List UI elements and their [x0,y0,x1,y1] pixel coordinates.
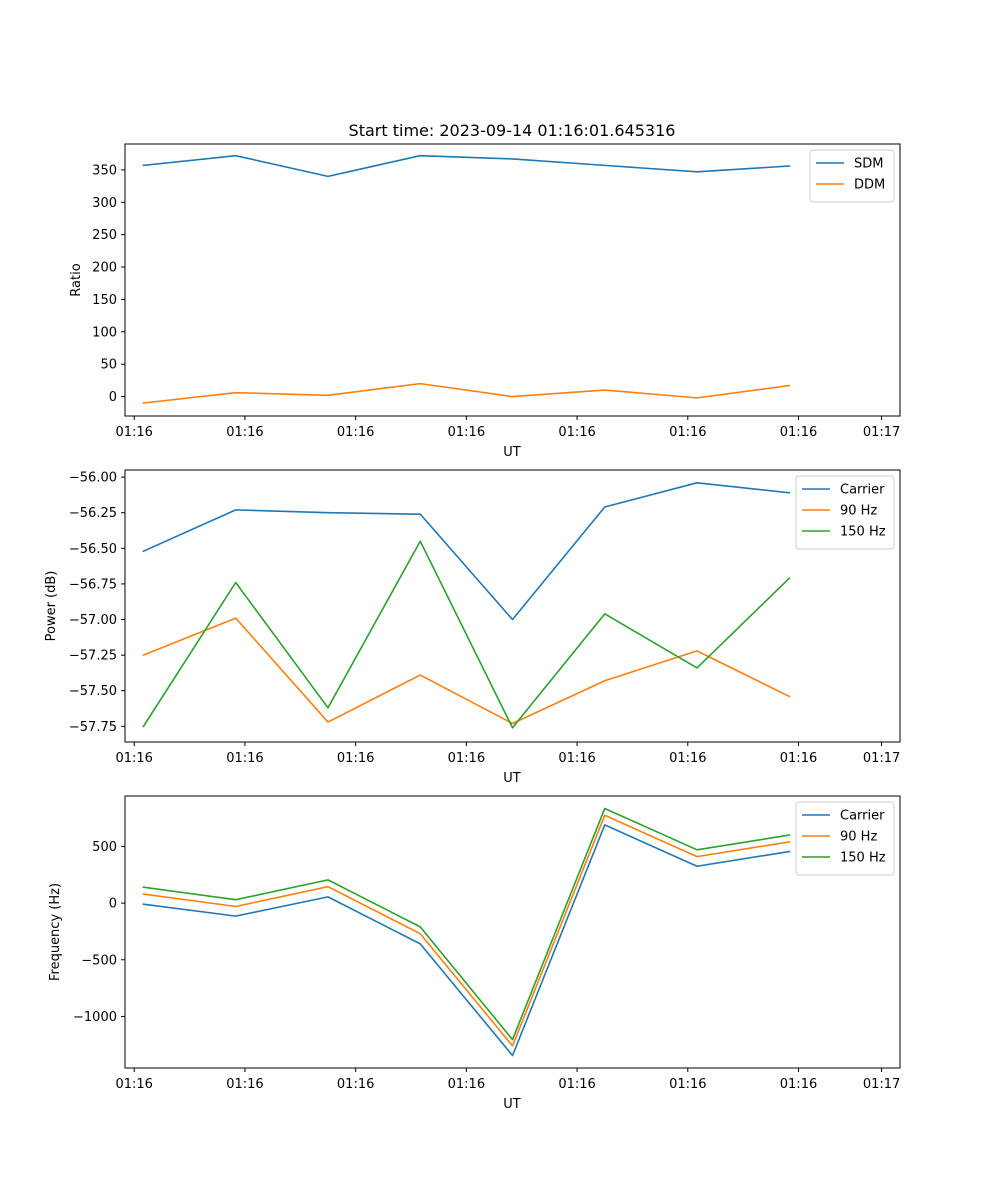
series-line-90-hz [142,814,791,1047]
x-tick-label: 01:16 [780,425,817,440]
y-tick-label: 300 [92,196,117,211]
x-tick-label: 01:16 [226,1077,263,1092]
x-tick-label: 01:16 [448,1077,485,1092]
x-tick-label: 01:16 [780,1077,817,1092]
x-tick-label: 01:17 [863,425,900,440]
legend-label: DDM [854,178,885,193]
x-tick-label: 01:16 [115,751,152,766]
y-tick-label: 150 [92,293,117,308]
y-axis-label: Ratio [69,263,84,296]
axes-frame [124,469,901,743]
legend: SDM DDM [809,149,895,203]
y-tick-label: 350 [92,163,117,178]
panel-frequency: UT Frequency (Hz) 01:16 01:16 01:16 01:16 01… [48,795,901,1112]
legend-label: Carrier [840,483,885,498]
y-tick-label: 0 [109,390,117,405]
x-tick-label: 01:16 [337,1077,374,1092]
y-tick-label: 0 [109,897,117,912]
y-tick-label: 250 [92,228,117,243]
y-tick-label: −57.50 [69,684,117,699]
x-tick-label: 01:16 [448,751,485,766]
series-line-ddm [142,382,791,404]
y-tick-label: −57.75 [69,720,117,735]
chart-title: Start time: 2023-09-14 01:16:01.645316 [349,121,676,140]
y-tick-label: 500 [92,840,117,855]
x-tick-label: 01:16 [669,425,706,440]
y-tick-label: 100 [92,325,117,340]
legend-label: 90 Hz [840,504,877,519]
y-tick-label: −57.25 [69,649,117,664]
series-line-150-hz [142,540,791,729]
panel-power: UT Power (dB) 01:16 01:16 01:16 01:16 01:16 0… [44,469,901,786]
legend: Carrier 90 Hz 150 Hz [795,475,895,550]
y-axis-label: Frequency (Hz) [48,883,63,981]
x-tick-label: 01:17 [863,751,900,766]
legend-label: Carrier [840,809,885,824]
x-tick-label: 01:16 [780,751,817,766]
legend-label: 150 Hz [840,851,886,866]
x-tick-label: 01:16 [226,425,263,440]
y-tick-label: −56.00 [69,471,117,486]
series-line-carrier [142,482,791,621]
x-axis-label: UT [503,1097,521,1112]
legend: Carrier 90 Hz 150 Hz [795,801,895,876]
x-tick-label: 01:16 [558,425,595,440]
series-line-carrier [142,824,791,1057]
y-tick-label: 200 [92,261,117,276]
y-tick-label: −57.00 [69,613,117,628]
x-tick-label: 01:16 [558,751,595,766]
series-line-sdm [142,154,791,178]
x-tick-label: 01:16 [669,1077,706,1092]
panel-ratio: Start time: 2023-09-14 01:16:01.645316 U… [69,121,901,460]
y-tick-label: −1000 [73,1010,117,1025]
legend-label: 90 Hz [840,830,877,845]
x-tick-label: 01:16 [337,751,374,766]
y-tick-label: 50 [100,358,117,373]
x-tick-label: 01:16 [669,751,706,766]
x-tick-label: 01:16 [115,425,152,440]
legend-label: SDM [854,157,883,172]
x-axis-label: UT [503,771,521,786]
x-tick-label: 01:16 [558,1077,595,1092]
y-tick-label: −56.50 [69,542,117,557]
series-line-90-hz [142,617,791,725]
legend-label: 150 Hz [840,525,886,540]
x-tick-label: 01:16 [115,1077,152,1092]
x-tick-label: 01:16 [337,425,374,440]
x-tick-label: 01:16 [226,751,263,766]
y-tick-label: −500 [81,953,117,968]
axes-frame [124,795,901,1069]
x-tick-label: 01:17 [863,1077,900,1092]
axes-frame [124,143,901,417]
y-axis-label: Power (dB) [44,571,59,642]
x-tick-label: 01:16 [448,425,485,440]
y-tick-label: −56.75 [69,577,117,592]
series-line-150-hz [142,807,791,1041]
y-tick-label: −56.25 [69,506,117,521]
x-axis-label: UT [503,445,521,460]
